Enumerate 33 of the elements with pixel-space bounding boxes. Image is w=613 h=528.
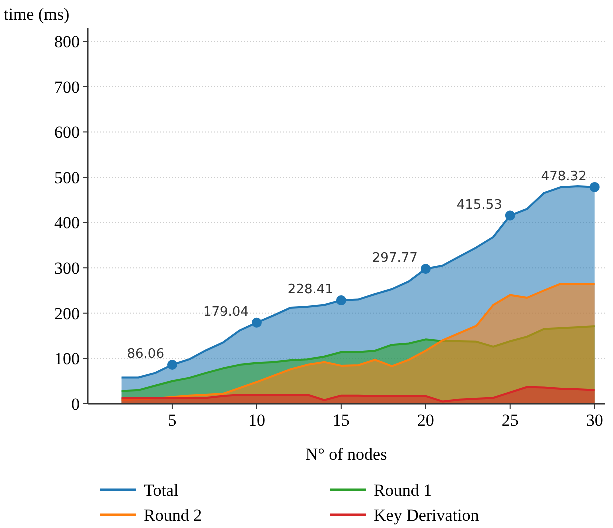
data-label: 179.04: [203, 304, 249, 320]
y-tick-label: 300: [54, 259, 80, 278]
point: [505, 210, 516, 221]
legend-label: Round 1: [374, 480, 432, 500]
x-tick-label: 25: [502, 411, 519, 430]
y-tick-label: 800: [54, 32, 80, 52]
x-tick-label: 15: [332, 411, 350, 430]
point: [252, 318, 262, 328]
y-tick-label: 500: [54, 168, 80, 188]
data-label: 86.06: [127, 347, 164, 362]
point: [590, 182, 600, 192]
data-label: 228.41: [288, 282, 334, 298]
y-tick-label: 0: [72, 394, 80, 414]
data-label: 478.32: [541, 169, 587, 184]
point: [167, 360, 178, 370]
y-axis-title: time (ms): [4, 5, 70, 24]
legend-label: Key Derivation: [374, 506, 480, 525]
y-tick-label: 100: [54, 350, 80, 369]
x-tick-label: 5: [168, 411, 177, 430]
y-tick-label: 600: [54, 123, 80, 142]
data-label: 415.53: [456, 198, 502, 213]
y-tick-label: 700: [54, 78, 80, 97]
x-tick-label: 30: [586, 411, 604, 430]
point: [420, 264, 431, 274]
y-tick-label: 200: [54, 304, 80, 324]
x-tick-label: 10: [248, 411, 266, 430]
legend-label: Total: [144, 480, 179, 500]
x-axis-title: N° of nodes: [306, 445, 388, 464]
x-tick-label: 20: [417, 411, 434, 430]
y-tick-label: 400: [54, 214, 80, 233]
point: [336, 296, 346, 306]
data-label: 297.77: [372, 251, 418, 266]
legend-label: Round 2: [144, 506, 202, 525]
